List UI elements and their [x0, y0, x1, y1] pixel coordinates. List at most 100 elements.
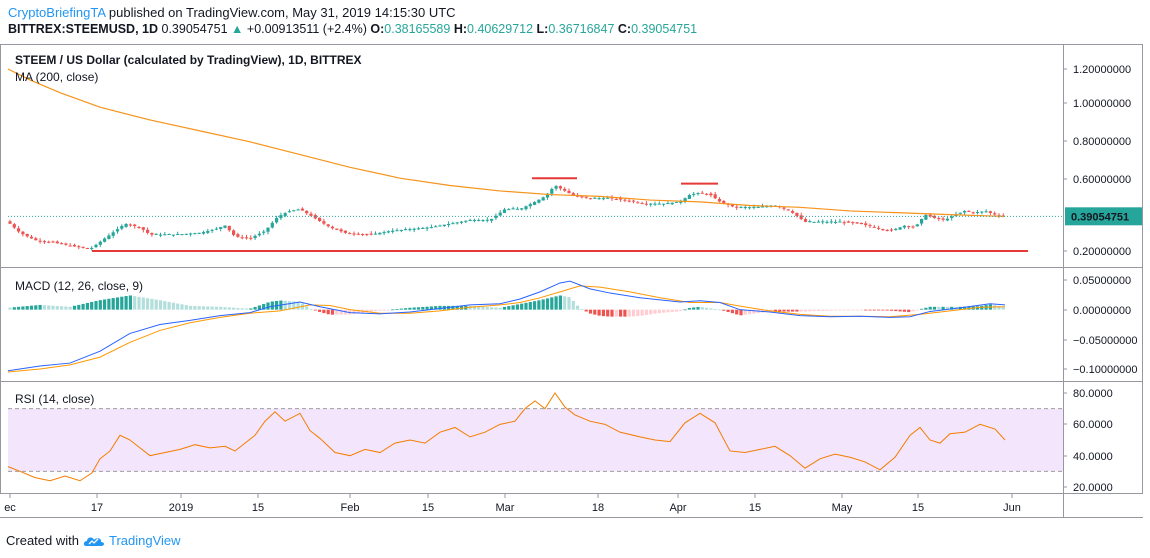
candle-body	[786, 209, 790, 211]
candle-body	[520, 208, 524, 210]
macd-histogram-bar	[545, 298, 550, 310]
macd-histogram-bar	[257, 305, 261, 310]
macd-histogram-bar	[666, 309, 670, 313]
macd-histogram-bar	[472, 306, 476, 310]
candle-body	[846, 221, 851, 223]
candle-body	[330, 226, 335, 229]
candle-body	[257, 233, 261, 236]
macd-histogram-bar	[305, 306, 309, 310]
candle-body	[666, 203, 670, 205]
macd-histogram-bar	[498, 307, 502, 310]
candle-body	[68, 245, 72, 247]
candle-body	[287, 211, 292, 213]
candle-body	[150, 232, 154, 235]
macd-histogram-bar	[692, 307, 696, 310]
macd-histogram-bar	[451, 305, 455, 310]
macd-histogram-bar	[180, 304, 184, 310]
macd-histogram-bar	[395, 309, 399, 310]
candle-body	[971, 212, 975, 214]
macd-histogram-bar	[339, 309, 343, 315]
macd-histogram-bar	[705, 307, 709, 310]
macd-histogram-bar	[369, 309, 373, 312]
candle-body	[167, 234, 171, 236]
last-price: 0.39054751	[161, 22, 228, 36]
macd-histogram-bar	[584, 309, 588, 312]
macd-histogram-bar	[911, 309, 915, 312]
candle-body	[232, 230, 236, 235]
low-label: L:	[536, 22, 549, 36]
macd-histogram-bar	[115, 297, 120, 310]
macd-histogram-bar	[670, 309, 674, 312]
macd-histogram-bar	[872, 309, 876, 311]
author-link[interactable]: CryptoBriefingTA	[8, 5, 106, 20]
macd-histogram-bar	[730, 309, 734, 314]
macd-histogram-bar	[34, 305, 38, 310]
macd-histogram-bar	[580, 309, 584, 311]
macd-histogram-bar	[253, 306, 257, 310]
candle-body	[201, 231, 206, 234]
candle-body	[692, 193, 696, 195]
macd-axis-tick-label: 0.00000000	[1073, 305, 1131, 317]
macd-histogram-bar	[283, 300, 287, 310]
macd-histogram-bar	[885, 309, 889, 311]
tradingview-brand[interactable]: TradingView	[108, 533, 181, 548]
rsi-axis-tick-label: 20.0000	[1073, 482, 1113, 494]
macd-histogram-bar	[571, 300, 575, 310]
candle-body	[829, 221, 833, 223]
candle-body	[98, 241, 102, 245]
candle-body	[111, 232, 115, 236]
macd-histogram-bar	[713, 308, 717, 310]
macd-histogram-bar	[799, 309, 803, 312]
time-axis[interactable]: ec 17 2019 15 Feb 15 Mar 18 Apr 15 May 15 Jun	[4, 494, 1021, 514]
candle-body	[447, 223, 451, 226]
macd-histogram-bar	[567, 297, 571, 310]
candle-body	[335, 228, 339, 230]
macd-histogram-bar	[455, 305, 459, 310]
macd-histogram-bar	[296, 301, 300, 310]
candle-body	[240, 237, 244, 239]
chart-frame: 1.20000000 1.00000000 0.80000000 0.60000000…	[0, 44, 1143, 518]
close-value: 0.39054751	[631, 22, 698, 36]
macd-histogram-bar	[881, 309, 885, 311]
candle-body	[223, 225, 227, 228]
candle-body	[881, 229, 885, 231]
candle-body	[580, 196, 584, 198]
macd-histogram-bar	[72, 305, 77, 310]
macd-histogram-bar	[193, 306, 197, 310]
macd-histogram-bar	[494, 307, 498, 310]
macd-histogram-bar	[829, 309, 833, 311]
macd-histogram-bar	[821, 309, 825, 311]
macd-histogram-bar	[894, 309, 898, 312]
candle-body	[296, 209, 300, 211]
macd-pane[interactable]	[7, 280, 1006, 373]
macd-histogram-bar	[735, 309, 739, 315]
macd-histogram-bar	[864, 309, 868, 311]
macd-histogram-bar	[588, 309, 593, 314]
candle-body	[29, 236, 34, 239]
macd-histogram-bar	[786, 309, 790, 312]
candle-body	[838, 221, 842, 223]
candle-body	[563, 188, 567, 191]
candle-body	[541, 197, 545, 201]
rsi-pane[interactable]	[7, 392, 1063, 482]
candle-body	[115, 229, 120, 232]
rsi-indicator-label: RSI (14, close)	[15, 392, 94, 406]
candle-body	[124, 223, 128, 227]
candle-body	[898, 227, 902, 230]
macd-histogram-bar	[21, 306, 25, 310]
candle-body	[128, 224, 132, 226]
created-with-text: Created with	[6, 533, 79, 548]
candle-body	[361, 234, 365, 236]
macd-histogram-bar	[335, 309, 339, 315]
candle-body	[442, 224, 446, 226]
price-pane[interactable]: 0.39054751	[7, 68, 1142, 252]
ohlc-line: BITTREX:STEEMUSD, 1D 0.39054751 ▲ +0.009…	[8, 22, 697, 36]
candle-body	[352, 233, 356, 235]
macd-histogram-bar	[214, 306, 218, 310]
candle-body	[253, 235, 257, 239]
candle-body	[404, 229, 408, 231]
low-value: 0.36716847	[548, 22, 615, 36]
candle-body	[649, 203, 653, 205]
candle-body	[64, 243, 68, 245]
